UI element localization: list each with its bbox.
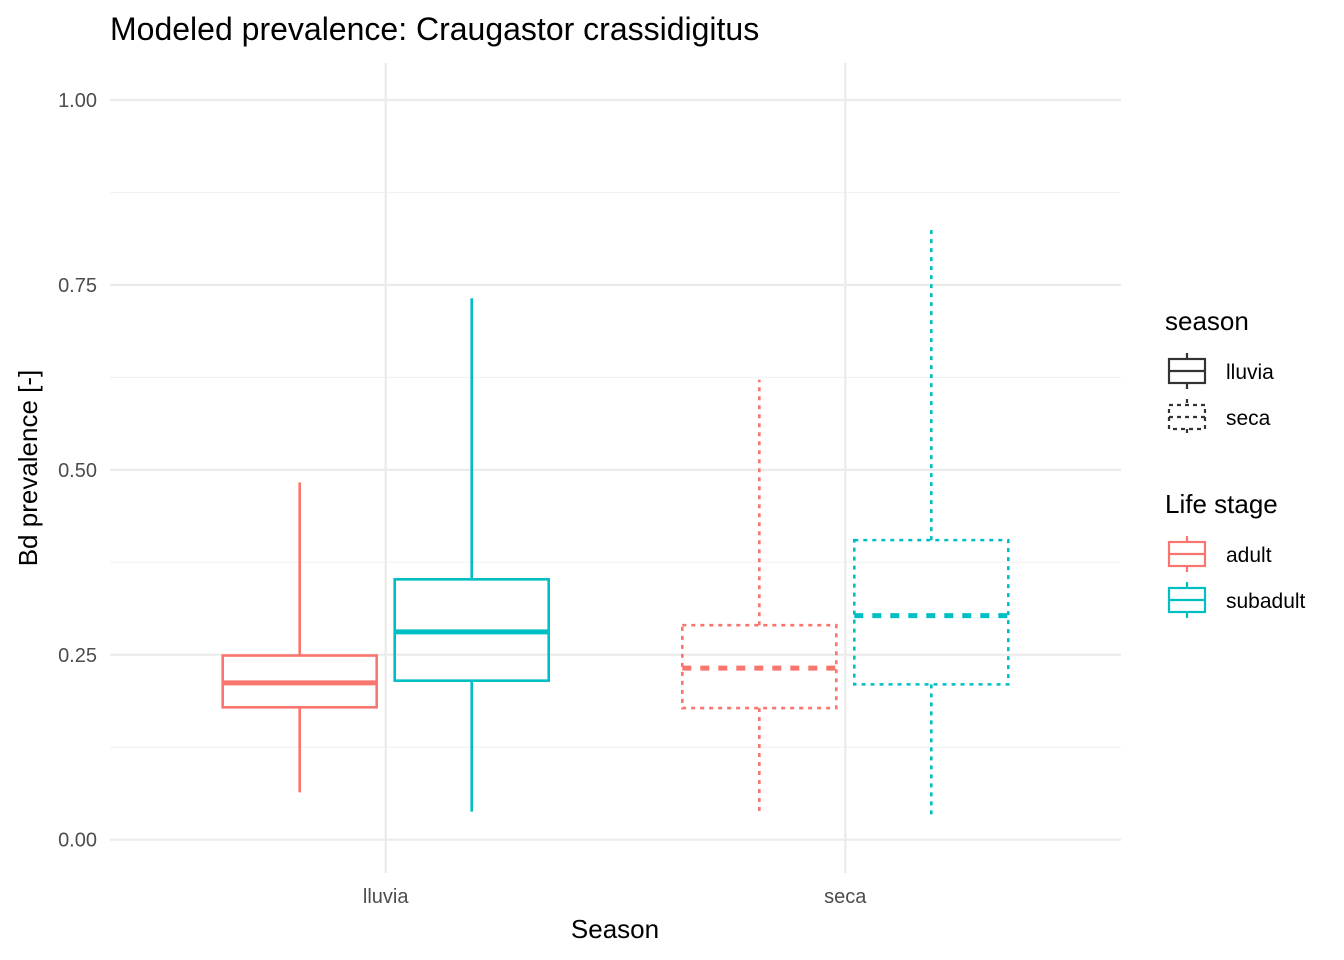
legend-label: subadult (1226, 590, 1306, 613)
legend-label: lluvia (1226, 361, 1274, 384)
box-iqr (853, 538, 1010, 686)
y-axis-title: Bd prevalence [-] (13, 370, 43, 567)
y-tick-label: 0.50 (58, 460, 97, 482)
legend-title: season (1165, 306, 1249, 336)
legend-label: adult (1226, 544, 1272, 567)
x-axis-title: Season (571, 914, 659, 944)
box-adult-seca (681, 379, 838, 816)
legend-key-subadult (1167, 582, 1207, 618)
chart-title: Modeled prevalence: Craugastor crassidig… (110, 11, 759, 47)
x-axis-ticks: lluvia seca (363, 886, 867, 908)
x-tick-label: seca (824, 886, 867, 908)
box-subadult-seca (853, 225, 1010, 816)
legend: season lluvia seca Life stage adult subadult (1165, 306, 1306, 618)
y-tick-label: 0.25 (58, 645, 97, 667)
x-tick-label: lluvia (363, 886, 409, 908)
y-tick-label: 0.00 (58, 830, 97, 852)
y-tick-label: 1.00 (58, 90, 97, 112)
y-tick-label: 0.75 (58, 275, 97, 297)
box-subadult-lluvia (393, 298, 550, 812)
legend-key-adult (1167, 536, 1207, 572)
legend-key-lluvia (1167, 353, 1207, 389)
y-axis-ticks: 0.00 0.25 0.50 0.75 1.00 (58, 90, 97, 852)
box-adult-lluvia (221, 482, 378, 793)
boxes (221, 225, 1010, 816)
grid (110, 63, 1121, 873)
legend-label: seca (1226, 407, 1271, 430)
legend-title: Life stage (1165, 489, 1278, 519)
legend-key-seca (1167, 399, 1207, 435)
